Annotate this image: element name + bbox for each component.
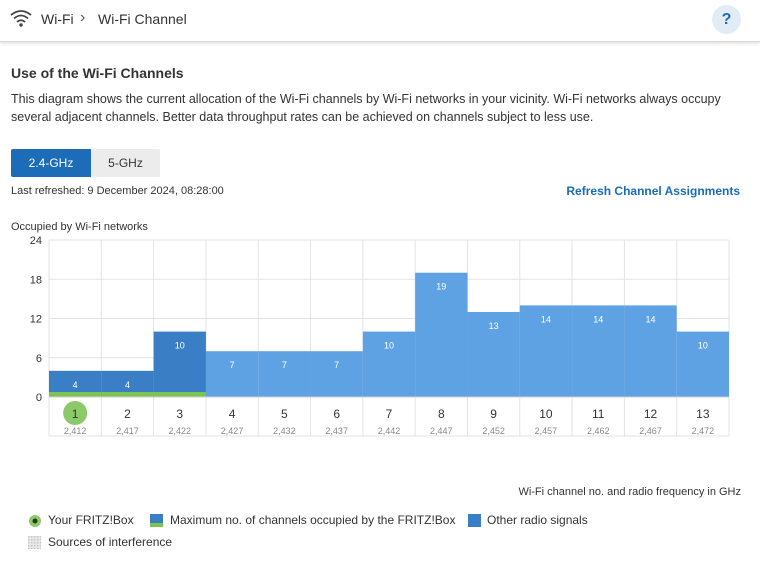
breadcrumb-separator: › (80, 9, 86, 26)
x-tick-frequency: 2,422 (169, 426, 192, 436)
breadcrumb-wifi-channel: Wi-Fi Channel (98, 11, 187, 27)
x-tick-channel: 3 (176, 407, 183, 421)
x-tick-frequency: 2,412 (64, 426, 87, 436)
fritz-max-channel-bar (49, 392, 102, 397)
bar-value-label: 10 (175, 341, 185, 351)
x-tick-frequency: 2,442 (378, 426, 401, 436)
bar-value-label: 10 (384, 341, 394, 351)
x-tick-channel: 12 (644, 407, 658, 421)
x-tick-channel: 5 (281, 407, 288, 421)
bar-channel-13 (676, 331, 729, 397)
bar-value-label: 14 (593, 314, 603, 324)
x-tick-channel: 2 (124, 407, 131, 421)
y-axis-label: Occupied by Wi-Fi networks (11, 221, 148, 233)
top-bar: Wi-Fi › Wi-Fi Channel ? (0, 0, 760, 42)
bar-value-label: 4 (125, 380, 130, 390)
x-tick-frequency: 2,437 (325, 426, 348, 436)
last-refreshed-text: Last refreshed: 9 December 2024, 08:28:0… (11, 185, 224, 197)
x-tick-frequency: 2,457 (535, 426, 558, 436)
fritzbox-channel-marker (63, 401, 88, 425)
interference-swatch-icon (28, 536, 41, 549)
x-tick-frequency: 2,427 (221, 426, 244, 436)
x-tick-frequency: 2,447 (430, 426, 453, 436)
bar-value-label: 7 (282, 360, 287, 370)
bar-value-label: 4 (73, 380, 78, 390)
wifi-icon (10, 10, 32, 27)
bar-value-label: 10 (698, 341, 708, 351)
bar-channel-9 (467, 311, 520, 397)
y-tick-label: 12 (30, 314, 42, 326)
bar-channel-3 (153, 331, 206, 397)
x-tick-channel: 4 (229, 407, 236, 421)
refresh-channel-assignments-link[interactable]: Refresh Channel Assignments (566, 184, 740, 198)
legend-fritzbox-label: Your FRITZ!Box (48, 513, 134, 527)
fritz-max-channel-bar (153, 392, 206, 397)
max-channels-swatch-icon (150, 514, 163, 527)
x-tick-frequency: 2,467 (639, 426, 662, 436)
bar-value-label: 19 (436, 282, 446, 292)
tab-5-ghz[interactable]: 5-GHz (91, 149, 160, 177)
page-description: This diagram shows the current allocatio… (11, 92, 721, 124)
bar-channel-8 (415, 272, 468, 397)
x-tick-channel: 8 (438, 407, 445, 421)
bar-value-label: 14 (646, 314, 656, 324)
bar-channel-6 (310, 351, 363, 397)
x-tick-frequency: 2,462 (587, 426, 610, 436)
x-tick-channel: 13 (696, 407, 710, 421)
x-tick-frequency: 2,452 (482, 426, 505, 436)
x-tick-channel: 6 (333, 407, 340, 421)
page-title: Use of the Wi-Fi Channels (11, 65, 184, 81)
x-tick-channel: 10 (539, 407, 553, 421)
fritz-max-channel-bar (101, 392, 154, 397)
bar-channel-7 (362, 331, 416, 397)
x-tick-frequency: 2,472 (692, 426, 715, 436)
bar-channel-5 (258, 351, 311, 397)
y-tick-label: 24 (30, 235, 42, 247)
y-tick-label: 18 (30, 274, 42, 286)
tab-2-4-ghz[interactable]: 2.4-GHz (11, 149, 91, 177)
bar-channel-11 (572, 305, 625, 397)
y-tick-label: 0 (36, 392, 42, 404)
legend-other-signals-label: Other radio signals (487, 513, 588, 527)
bar-channel-10 (519, 305, 573, 397)
x-tick-channel: 7 (386, 407, 393, 421)
bar-value-label: 13 (489, 321, 499, 331)
legend-interference-label: Sources of interference (48, 535, 173, 549)
x-tick-frequency: 2,417 (116, 426, 139, 436)
bar-value-label: 14 (541, 314, 551, 324)
bar-channel-4 (205, 351, 259, 397)
breadcrumb-wifi[interactable]: Wi-Fi (41, 11, 74, 27)
legend-max-channels-label: Maximum no. of channels occupied by the … (170, 513, 456, 527)
x-tick-frequency: 2,432 (273, 426, 296, 436)
other-signals-swatch-icon (468, 514, 481, 527)
help-button[interactable]: ? (712, 5, 741, 34)
x-tick-channel: 1 (72, 407, 79, 421)
x-axis-title: Wi-Fi channel no. and radio frequency in… (518, 486, 741, 498)
x-tick-channel: 11 (592, 407, 605, 421)
bar-value-label: 7 (230, 360, 235, 370)
y-tick-label: 6 (36, 353, 42, 365)
x-tick-channel: 9 (490, 407, 497, 421)
bar-channel-12 (624, 305, 677, 397)
bar-value-label: 7 (334, 360, 339, 370)
fritzbox-marker-icon (29, 515, 41, 527)
